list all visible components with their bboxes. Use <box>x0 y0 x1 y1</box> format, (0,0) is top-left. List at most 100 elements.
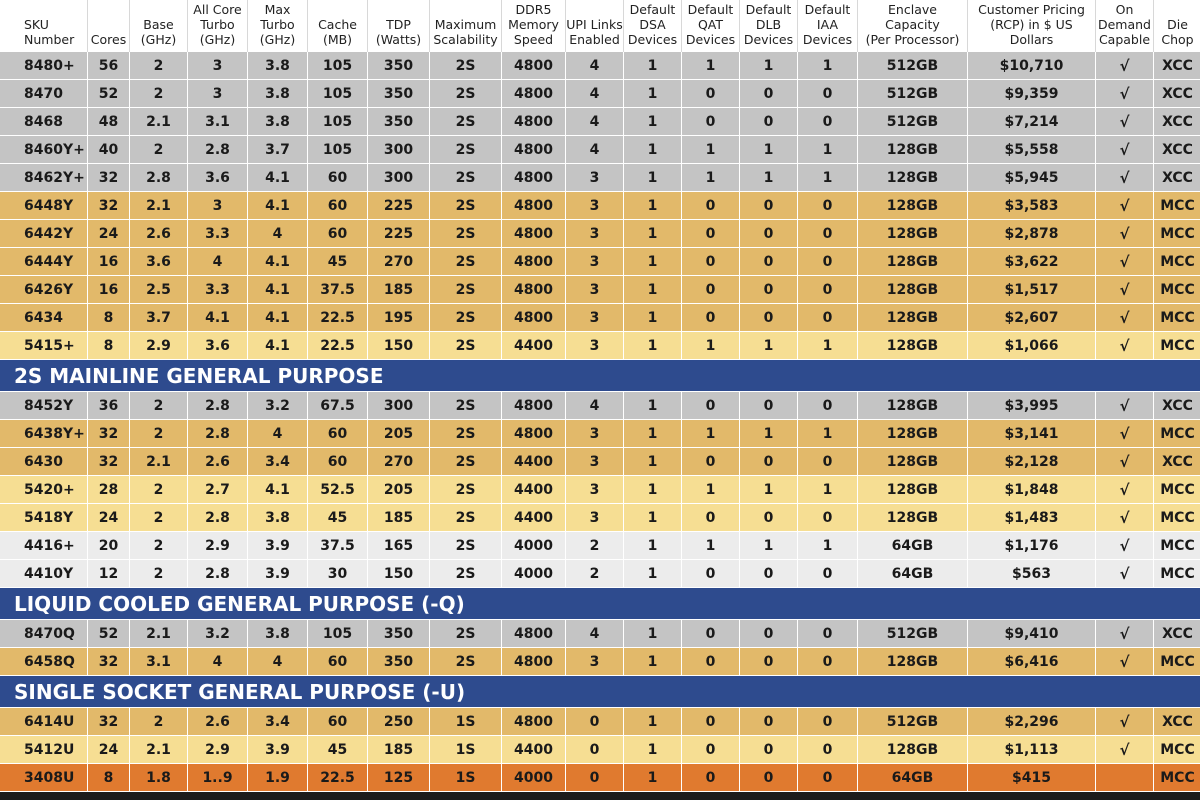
cell-cache: 105 <box>308 52 368 80</box>
cell-qat-devices: 1 <box>682 136 740 164</box>
cell-sku-number: 6426Y <box>0 276 88 304</box>
cell-max-turbo: 4.1 <box>248 164 308 192</box>
cell-base-ghz: 2 <box>130 504 188 532</box>
cell-sku-number: 5420+ <box>0 476 88 504</box>
cell-iaa-devices: 1 <box>798 476 858 504</box>
cell-customer-pricing: $563 <box>968 560 1096 588</box>
table-row: 6448Y 32 2.1 3 4.1 60 225 2S 4800 3 1 0 0 0 128GB $3,58… <box>0 192 1200 220</box>
cell-max-scalability: 2S <box>430 164 502 192</box>
cell-on-demand-capable: √ <box>1096 708 1154 736</box>
header-memory-speed: DDR5 Memory Speed <box>502 0 566 52</box>
cell-customer-pricing: $3,583 <box>968 192 1096 220</box>
cell-all-core-turbo: 3.6 <box>188 332 248 360</box>
cell-die-chop: MCC <box>1154 276 1200 304</box>
cell-sku-number: 5412U <box>0 736 88 764</box>
cell-on-demand-capable: √ <box>1096 332 1154 360</box>
cell-all-core-turbo: 2.8 <box>188 136 248 164</box>
cell-cache: 37.5 <box>308 532 368 560</box>
cell-tdp: 205 <box>368 476 430 504</box>
cell-all-core-turbo: 2.8 <box>188 560 248 588</box>
cell-iaa-devices: 0 <box>798 192 858 220</box>
cell-all-core-turbo: 2.7 <box>188 476 248 504</box>
cell-customer-pricing: $9,359 <box>968 80 1096 108</box>
cell-max-turbo: 3.9 <box>248 736 308 764</box>
cell-die-chop: XCC <box>1154 136 1200 164</box>
cell-iaa-devices: 1 <box>798 164 858 192</box>
cell-customer-pricing: $1,176 <box>968 532 1096 560</box>
cell-dlb-devices: 0 <box>740 764 798 792</box>
header-line: Devices <box>627 32 678 47</box>
cell-on-demand-capable: √ <box>1096 476 1154 504</box>
table-row: 8452Y 36 2 2.8 3.2 67.5 300 2S 4800 4 1 0 0 0 128GB $3,… <box>0 392 1200 420</box>
header-line: Number <box>24 32 75 47</box>
cell-max-scalability: 2S <box>430 192 502 220</box>
cell-sgx-capacity: 128GB <box>858 420 968 448</box>
cell-qat-devices: 0 <box>682 80 740 108</box>
header-line: Default <box>687 2 734 17</box>
cell-qat-devices: 0 <box>682 448 740 476</box>
cell-max-scalability: 2S <box>430 448 502 476</box>
cell-all-core-turbo: 3 <box>188 80 248 108</box>
cell-on-demand-capable: √ <box>1096 420 1154 448</box>
cell-cache: 22.5 <box>308 764 368 792</box>
cell-tdp: 350 <box>368 620 430 648</box>
cell-all-core-turbo: 3 <box>188 52 248 80</box>
header-line: SKU <box>24 17 49 32</box>
cell-iaa-devices: 0 <box>798 504 858 532</box>
cell-qat-devices: 1 <box>682 476 740 504</box>
cell-tdp: 300 <box>368 164 430 192</box>
cell-sgx-capacity: 128GB <box>858 476 968 504</box>
table-row: 4410Y 12 2 2.8 3.9 30 150 2S 4000 2 1 0 0 0 64GB $563 √ M… <box>0 560 1200 588</box>
header-line: Devices <box>802 32 853 47</box>
cell-max-scalability: 2S <box>430 108 502 136</box>
cell-cores: 36 <box>88 392 130 420</box>
cell-iaa-devices: 0 <box>798 304 858 332</box>
header-line: Dollars <box>1009 32 1054 47</box>
cell-die-chop: MCC <box>1154 192 1200 220</box>
cell-customer-pricing: $1,113 <box>968 736 1096 764</box>
cell-cache: 105 <box>308 80 368 108</box>
cell-dlb-devices: 0 <box>740 708 798 736</box>
cell-max-scalability: 2S <box>430 80 502 108</box>
cell-cores: 52 <box>88 620 130 648</box>
cell-max-scalability: 2S <box>430 392 502 420</box>
cell-base-ghz: 2.1 <box>130 736 188 764</box>
cell-cache: 37.5 <box>308 276 368 304</box>
cell-upi-links: 3 <box>566 504 624 532</box>
cell-dlb-devices: 0 <box>740 504 798 532</box>
cell-cache: 30 <box>308 560 368 588</box>
cell-die-chop: XCC <box>1154 52 1200 80</box>
cell-die-chop: MCC <box>1154 304 1200 332</box>
cell-iaa-devices: 1 <box>798 420 858 448</box>
header-line: Cores <box>90 32 127 47</box>
cell-cores: 24 <box>88 504 130 532</box>
cell-max-turbo: 1.9 <box>248 764 308 792</box>
cell-dsa-devices: 1 <box>624 192 682 220</box>
table-row: 5412U 24 2.1 2.9 3.9 45 185 1S 4400 0 1 0 0 0 128GB $1,… <box>0 736 1200 764</box>
header-line: UPI Links <box>566 17 623 32</box>
cell-sku-number: 6444Y <box>0 248 88 276</box>
cell-base-ghz: 2 <box>130 420 188 448</box>
cell-base-ghz: 3.7 <box>130 304 188 332</box>
cell-cores: 20 <box>88 532 130 560</box>
cell-iaa-devices: 0 <box>798 108 858 136</box>
header-row: SKU Number Cores Base (GHz) All Core Turbo(… <box>0 0 1200 52</box>
cell-memory-speed: 4800 <box>502 248 566 276</box>
header-line: All Core <box>193 2 242 17</box>
cell-sgx-capacity: 128GB <box>858 332 968 360</box>
cell-upi-links: 3 <box>566 164 624 192</box>
cell-dsa-devices: 1 <box>624 648 682 676</box>
cell-all-core-turbo: 2.8 <box>188 392 248 420</box>
cell-cache: 60 <box>308 220 368 248</box>
cell-cache: 60 <box>308 192 368 220</box>
cell-qat-devices: 0 <box>682 504 740 532</box>
cell-dsa-devices: 1 <box>624 532 682 560</box>
header-max-scalability: Maximum Scalability <box>430 0 502 52</box>
cell-sku-number: 5418Y <box>0 504 88 532</box>
cell-sgx-capacity: 512GB <box>858 108 968 136</box>
section-header-row: SINGLE SOCKET GENERAL PURPOSE (-U) <box>0 676 1200 708</box>
cell-cores: 8 <box>88 764 130 792</box>
cell-all-core-turbo: 3.2 <box>188 620 248 648</box>
cell-max-scalability: 2S <box>430 52 502 80</box>
